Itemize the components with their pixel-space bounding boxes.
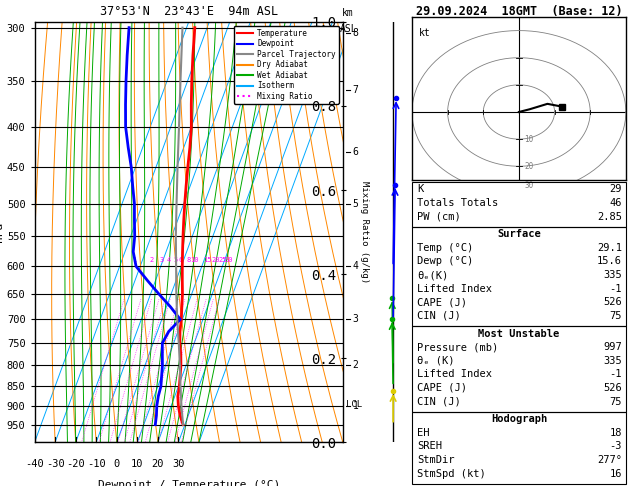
Text: 997: 997	[603, 342, 622, 352]
Text: 7: 7	[353, 86, 359, 95]
Text: 25: 25	[219, 258, 227, 263]
Text: CAPE (J): CAPE (J)	[417, 383, 467, 393]
Text: 29: 29	[610, 184, 622, 194]
Text: 20: 20	[525, 162, 533, 171]
Text: 335: 335	[603, 356, 622, 366]
Text: 29.1: 29.1	[597, 243, 622, 253]
Text: -20: -20	[66, 459, 85, 469]
Text: CAPE (J): CAPE (J)	[417, 297, 467, 307]
Y-axis label: hPa: hPa	[0, 222, 4, 242]
Text: SREH: SREH	[417, 441, 442, 451]
Text: Lifted Index: Lifted Index	[417, 369, 492, 380]
Text: 8: 8	[186, 258, 191, 263]
Text: 0: 0	[114, 459, 120, 469]
Text: Mixing Ratio (g/kg): Mixing Ratio (g/kg)	[360, 181, 369, 283]
Text: 10: 10	[191, 258, 199, 263]
Text: 16: 16	[610, 469, 622, 479]
Text: 5: 5	[353, 199, 359, 208]
Text: 75: 75	[610, 397, 622, 407]
Text: Lifted Index: Lifted Index	[417, 284, 492, 294]
Text: 5: 5	[173, 258, 177, 263]
Text: LCL: LCL	[346, 400, 362, 410]
Text: ASL: ASL	[339, 24, 357, 35]
Text: 2: 2	[149, 258, 153, 263]
Text: 10: 10	[525, 135, 533, 144]
Text: Most Unstable: Most Unstable	[478, 329, 560, 339]
Text: 6: 6	[353, 147, 359, 156]
Text: 1: 1	[353, 401, 359, 411]
Text: K: K	[417, 184, 423, 194]
Text: 30: 30	[525, 181, 533, 190]
Text: EH: EH	[417, 428, 430, 438]
Text: kt: kt	[419, 28, 431, 38]
Text: 335: 335	[603, 270, 622, 280]
Text: 15.6: 15.6	[597, 257, 622, 266]
Text: 4: 4	[353, 261, 359, 271]
Text: Pressure (mb): Pressure (mb)	[417, 342, 498, 352]
Text: θₑ (K): θₑ (K)	[417, 356, 455, 366]
Text: 37°53'N  23°43'E  94m ASL: 37°53'N 23°43'E 94m ASL	[99, 5, 278, 18]
Text: 526: 526	[603, 383, 622, 393]
Text: Dewpoint / Temperature (°C): Dewpoint / Temperature (°C)	[97, 480, 280, 486]
Text: CIN (J): CIN (J)	[417, 311, 461, 321]
Text: 20: 20	[211, 258, 220, 263]
Text: 10: 10	[131, 459, 143, 469]
Text: Dewp (°C): Dewp (°C)	[417, 257, 473, 266]
Text: -3: -3	[610, 441, 622, 451]
Text: 6: 6	[178, 258, 182, 263]
Text: 18: 18	[610, 428, 622, 438]
Text: 75: 75	[610, 311, 622, 321]
Text: CIN (J): CIN (J)	[417, 397, 461, 407]
Text: 2.85: 2.85	[597, 211, 622, 222]
Text: θₑ(K): θₑ(K)	[417, 270, 448, 280]
Text: 29.09.2024  18GMT  (Base: 12): 29.09.2024 18GMT (Base: 12)	[416, 5, 622, 18]
Text: Temp (°C): Temp (°C)	[417, 243, 473, 253]
Text: 526: 526	[603, 297, 622, 307]
Text: 8: 8	[353, 28, 359, 38]
Text: StmSpd (kt): StmSpd (kt)	[417, 469, 486, 479]
Text: 15: 15	[203, 258, 211, 263]
Text: 3: 3	[353, 314, 359, 325]
Text: 46: 46	[610, 198, 622, 208]
Text: 3: 3	[160, 258, 164, 263]
Text: -10: -10	[87, 459, 106, 469]
Text: PW (cm): PW (cm)	[417, 211, 461, 222]
Text: 4: 4	[167, 258, 171, 263]
Legend: Temperature, Dewpoint, Parcel Trajectory, Dry Adiabat, Wet Adiabat, Isotherm, Mi: Temperature, Dewpoint, Parcel Trajectory…	[233, 26, 339, 104]
Text: StmDir: StmDir	[417, 455, 455, 465]
Text: 277°: 277°	[597, 455, 622, 465]
Text: -30: -30	[46, 459, 65, 469]
Text: Surface: Surface	[497, 229, 541, 239]
Text: -1: -1	[610, 369, 622, 380]
Text: 1: 1	[133, 258, 137, 263]
Text: Totals Totals: Totals Totals	[417, 198, 498, 208]
Text: -40: -40	[25, 459, 44, 469]
Text: -1: -1	[610, 284, 622, 294]
Text: 30: 30	[225, 258, 233, 263]
Text: 20: 20	[152, 459, 164, 469]
Text: 2: 2	[353, 361, 359, 370]
Text: Hodograph: Hodograph	[491, 414, 547, 424]
Text: km: km	[342, 8, 354, 17]
Text: 30: 30	[172, 459, 185, 469]
